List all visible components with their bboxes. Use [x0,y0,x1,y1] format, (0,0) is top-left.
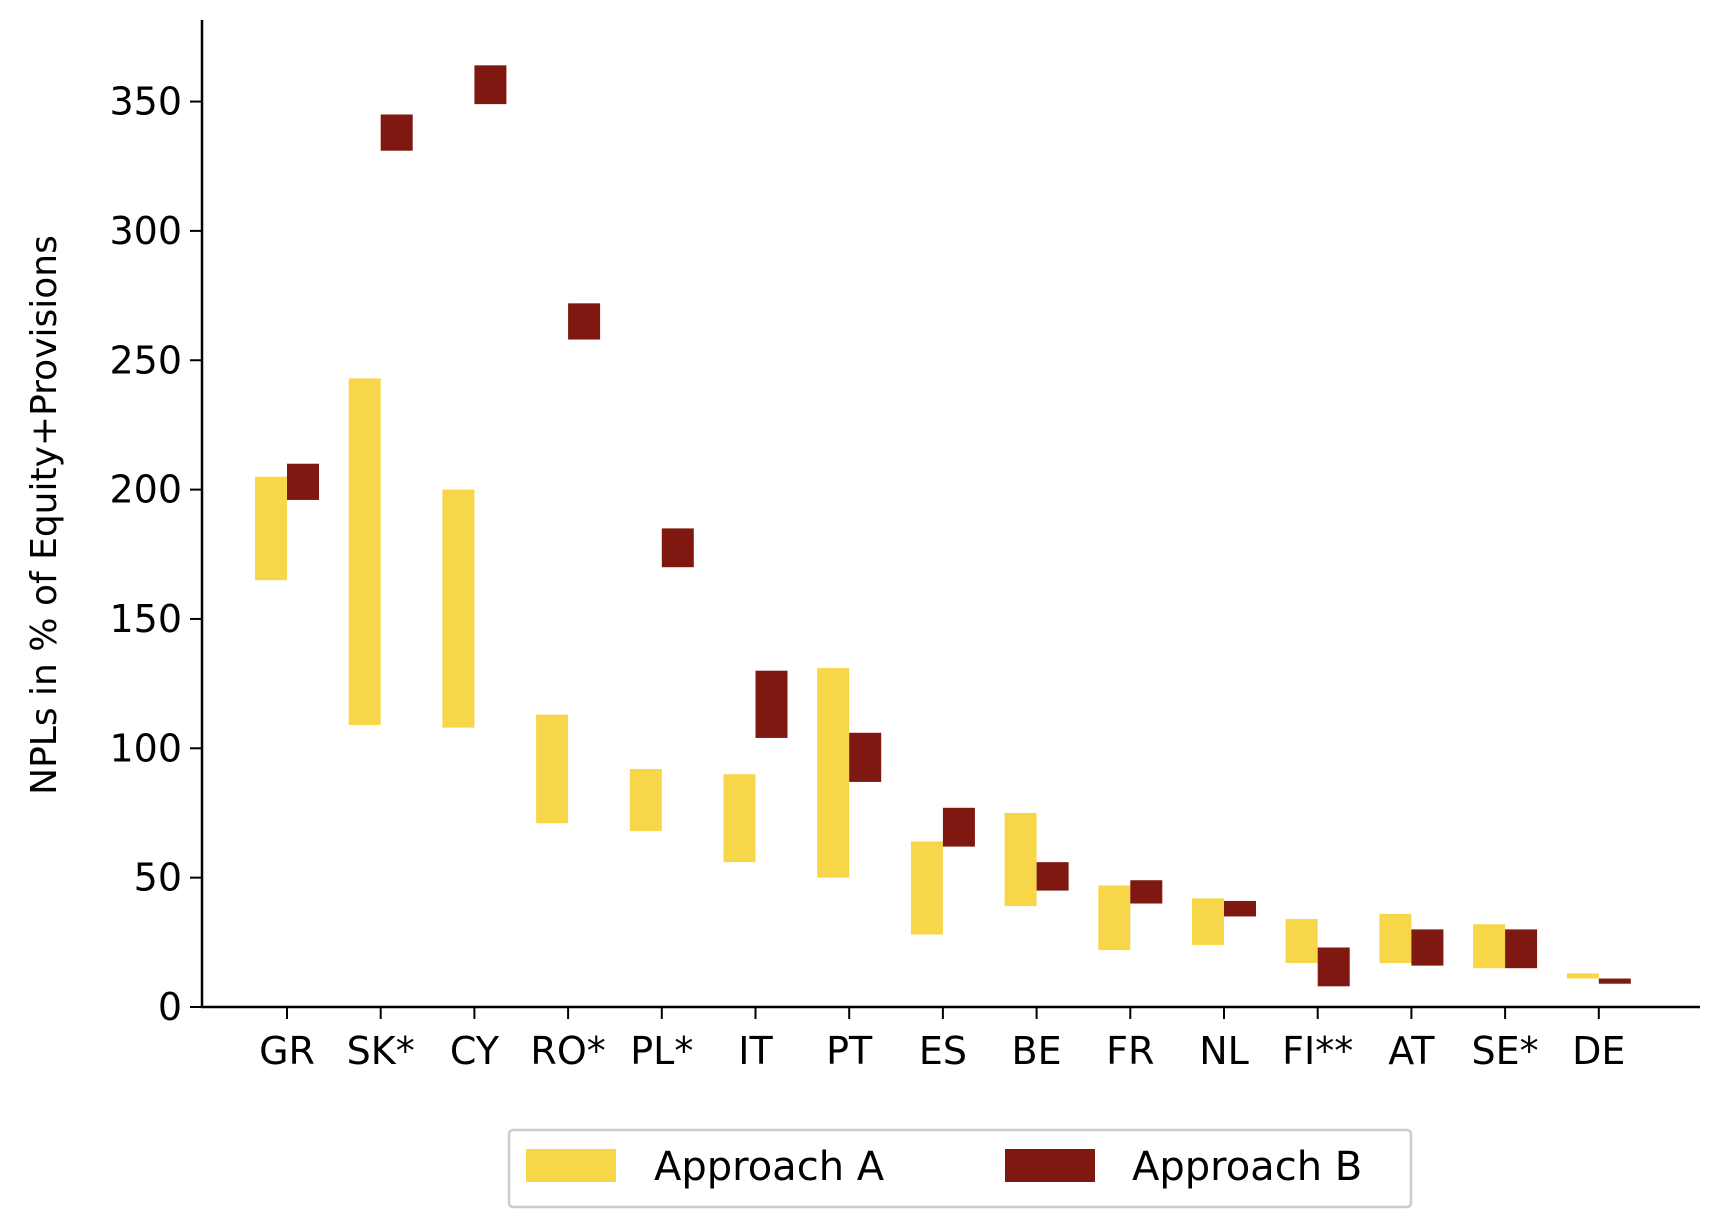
approach-a-legend-swatch [526,1149,616,1182]
approach-a-bar-pt [817,668,850,878]
approach-b-bar-gr [287,463,319,500]
approach-b-bar-fi [1317,947,1350,987]
y-tick-label: 300 [109,209,182,253]
legend: Approach A Approach B [507,1128,1413,1209]
approach-a-bar-gr [255,476,287,581]
x-tick-label: ES [919,1029,967,1073]
approach-b-bar-at [1411,929,1444,966]
y-tick-label: 50 [134,856,182,900]
x-tick-label: PT [826,1029,873,1073]
x-tick-label: NL [1199,1029,1249,1073]
approach-a-bar-nl [1192,898,1224,945]
axes: 0 50 100 150 200 250 300 350 GR SK* CY RO* PL* IT PT ES… [24,20,1700,1073]
x-tick-label: AT [1388,1029,1435,1073]
approach-b-bar-se [1505,929,1538,969]
approach-a-bar-ro [536,714,569,824]
y-axis-title: NPLs in % of Equity+Provisions [24,235,65,795]
x-tick-label: SE* [1472,1029,1539,1073]
approach-b-bar-ro [568,303,601,340]
y-tick-label: 250 [109,338,182,382]
approach-b-bar-pl [661,528,694,568]
x-tick-label: GR [259,1029,315,1073]
approach-b-bar-pt [849,732,882,782]
approach-b-bar-be [1036,862,1069,891]
approach-a-bar-it [723,774,756,863]
legend-box [507,1128,1413,1209]
approach-a-bar-fr [1098,885,1131,951]
approach-b-bar-it [755,670,788,738]
y-tick-label: 0 [158,985,182,1029]
x-tick-label: DE [1572,1029,1625,1073]
x-tick-label: BE [1012,1029,1062,1073]
approach-a-bar-at [1379,913,1412,964]
approach-a-series [255,378,1599,979]
y-tick-label: 350 [109,80,182,124]
approach-a-bar-cy [442,489,475,728]
x-tick-label: FI** [1282,1029,1353,1073]
approach-a-bar-sk [348,378,381,726]
x-tick-label: IT [738,1029,773,1073]
y-tick-label: 200 [109,468,182,512]
x-tick-label: PL* [630,1029,693,1073]
approach-b-legend-label: Approach B [1132,1144,1362,1190]
y-tick-label: 100 [109,726,182,770]
approach-b-bar-sk [380,114,413,151]
x-tick-label: RO* [530,1029,605,1073]
x-tick-label: CY [450,1029,500,1073]
approach-a-bar-be [1004,812,1037,907]
approach-a-bar-fi [1285,919,1318,964]
approach-b-bar-es [942,807,975,847]
approach-b-bar-cy [474,65,507,105]
approach-a-legend-label: Approach A [654,1144,885,1190]
approach-a-bar-se [1473,924,1506,969]
approach-b-series [287,65,1631,987]
approach-a-bar-es [910,841,943,935]
approach-b-bar-de [1598,978,1631,984]
approach-a-bar-de [1566,973,1599,979]
approach-b-bar-nl [1224,900,1256,917]
approach-b-bar-fr [1130,880,1163,904]
x-tick-label: FR [1106,1029,1154,1073]
y-tick-label: 150 [109,597,182,641]
approach-b-legend-swatch [1005,1149,1095,1182]
approach-a-bar-pl [629,768,662,832]
x-tick-label: SK* [347,1029,415,1073]
